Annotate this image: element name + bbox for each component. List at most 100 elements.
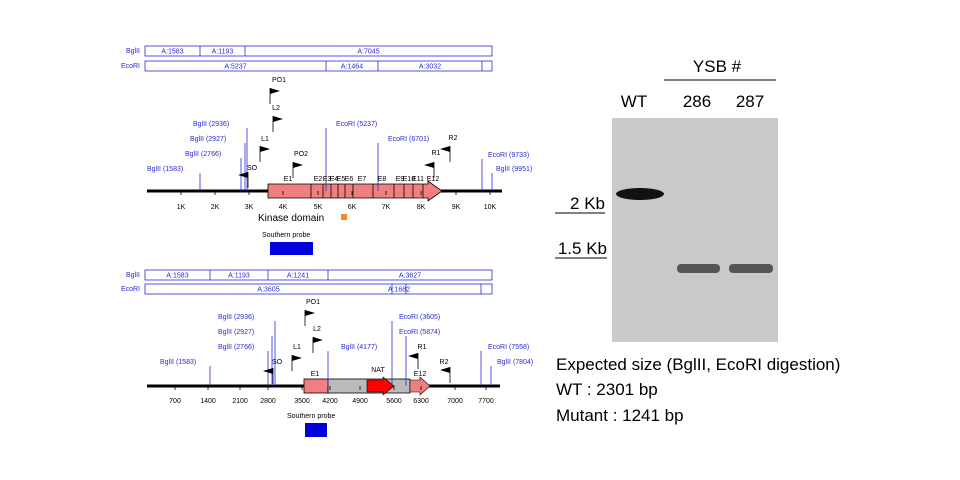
axis-label: 7700 [478,398,494,405]
exon [409,376,431,396]
primer-label: SO [272,359,283,366]
site-label: BglII (2936) [218,314,254,321]
axis-label: 700 [169,398,181,405]
primer-flag [292,355,302,361]
probe-label: Southern probe [262,232,310,239]
caption-title: Expected size (BglII, EcoRI digestion) [556,355,840,374]
fragment-label: A:1193 [212,49,234,56]
fragment-label: A:3032 [419,64,441,71]
exon-label: E7 [358,176,367,183]
axis-label: 4K [279,204,288,211]
caption-line: WT : 2301 bp [556,380,658,399]
size-marker: 1.5 Kb [558,239,607,258]
fragment-label: A:1464 [341,64,363,71]
fragment-bar [144,283,493,295]
fragment-label: A:3627 [399,273,421,280]
caption-line: Mutant : 1241 bp [556,406,684,425]
axis-label: 3K [245,204,254,211]
site-label: EcoRI (5237) [336,121,377,128]
axis-label: 8K [417,204,426,211]
fragment-bar [144,60,493,72]
axis-label: 10K [484,204,497,211]
axis-label: 7K [382,204,391,211]
primer-label: PO1 [272,77,286,84]
primer-flag [293,162,303,168]
enzyme-label: EcoRI [121,286,140,293]
axis-label: 1K [177,204,186,211]
primer-label: PO2 [294,151,308,158]
probe [270,242,313,255]
primer-label: L2 [313,326,321,333]
axis-label: 4900 [352,398,368,405]
axis-label: 6K [348,204,357,211]
axis-label: 4200 [322,398,338,405]
probe-label: Southern probe [287,413,335,420]
primer-label: L1 [293,344,301,351]
exon-label: E1 [284,176,293,183]
kinase-mark [341,214,347,220]
exon-label: E8 [378,176,387,183]
primer-flag [260,146,270,152]
exon-label: E1 [311,371,320,378]
site-label: BglII (7804) [497,359,533,366]
primer-label: L1 [261,136,269,143]
nat-cassette [366,376,395,396]
primer-flag [263,368,273,374]
fragment-label: A:1682 [388,287,410,294]
fragment-label: A:3605 [257,287,279,294]
axis-label: 6300 [413,398,429,405]
fragment-label: A:1583 [161,49,183,56]
enzyme-label: BglII [126,272,140,279]
kinase-label: Kinase domain [258,213,324,224]
group-label: YSB # [693,57,742,76]
lane-label: 287 [736,92,764,111]
band [677,264,720,273]
fragment-label: A:1241 [287,273,309,280]
cassette-label: NAT [371,367,385,374]
site-label: BglII (1583) [147,166,183,173]
primer-flag [440,367,450,373]
exon-label: E4 [330,176,339,183]
blot-image [612,118,778,342]
primer-label: R2 [449,135,458,142]
axis-label: 1400 [200,398,216,405]
site-label: BglII (2927) [218,329,254,336]
exon-label: E9 [396,176,405,183]
site-label: BglII (9951) [496,166,532,173]
exon-label: E3 [323,176,332,183]
lane-label: 286 [683,92,711,111]
fragment-bar [144,269,493,281]
fragment-label: A:7045 [357,49,379,56]
primer-flag [270,88,280,94]
site-label: BglII (4177) [341,344,377,351]
fragment-label: A:1583 [166,273,188,280]
exon-label: E2 [314,176,323,183]
primer-label: R1 [432,150,441,157]
site-label: BglII (2936) [193,121,229,128]
site-label: BglII (1583) [160,359,196,366]
size-marker: 2 Kb [570,194,605,213]
gene [267,180,443,202]
primer-label: PO1 [306,299,320,306]
primer-flag [313,337,323,343]
axis-label: 5K [314,204,323,211]
axis-label: 2K [211,204,220,211]
axis-label: 2100 [232,398,248,405]
axis-label: 7000 [447,398,463,405]
site-label: BglII (2927) [190,136,226,143]
primer-flag [424,162,434,168]
primer-label: SO [247,165,258,172]
enzyme-label: BglII [126,48,140,55]
axis-label: 9K [452,204,461,211]
axis-label: 3500 [294,398,310,405]
band [616,188,664,200]
site-label: EcoRI (5874) [399,329,440,336]
axis-label: 2800 [260,398,276,405]
exon-label: E6 [345,176,354,183]
site-label: EcoRI (6701) [388,136,429,143]
primer-label: R2 [440,359,449,366]
primer-flag [238,172,248,178]
site-label: BglII (2766) [185,151,221,158]
fragment-label: A:1193 [228,273,250,280]
site-label: EcoRI (9733) [488,152,529,159]
